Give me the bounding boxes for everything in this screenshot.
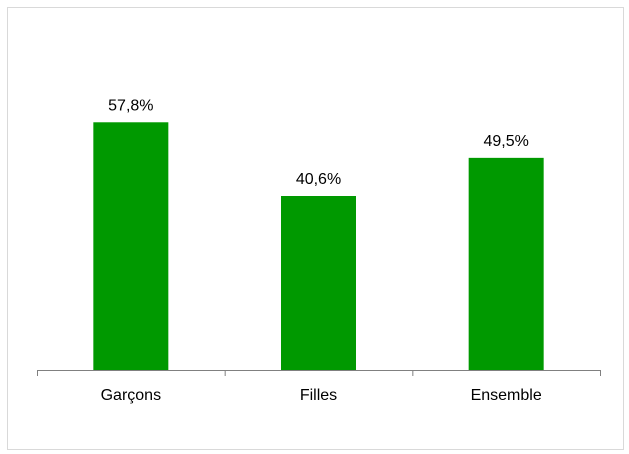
category-label-2: Ensemble [471, 387, 542, 404]
category-label-0: Garçons [101, 387, 161, 404]
category-label-1: Filles [300, 387, 337, 404]
data-label-0: 57,8% [108, 97, 153, 114]
bars-group [93, 122, 544, 371]
data-label-2: 49,5% [483, 133, 528, 150]
category-labels-group: Garçons Filles Ensemble [101, 387, 542, 404]
data-labels-group: 57,8% 40,6% 49,5% [108, 97, 529, 188]
bar-1 [281, 196, 356, 370]
x-axis [37, 370, 601, 376]
data-label-1: 40,6% [296, 171, 341, 188]
bar-0 [93, 122, 169, 371]
bar-2 [468, 157, 544, 370]
